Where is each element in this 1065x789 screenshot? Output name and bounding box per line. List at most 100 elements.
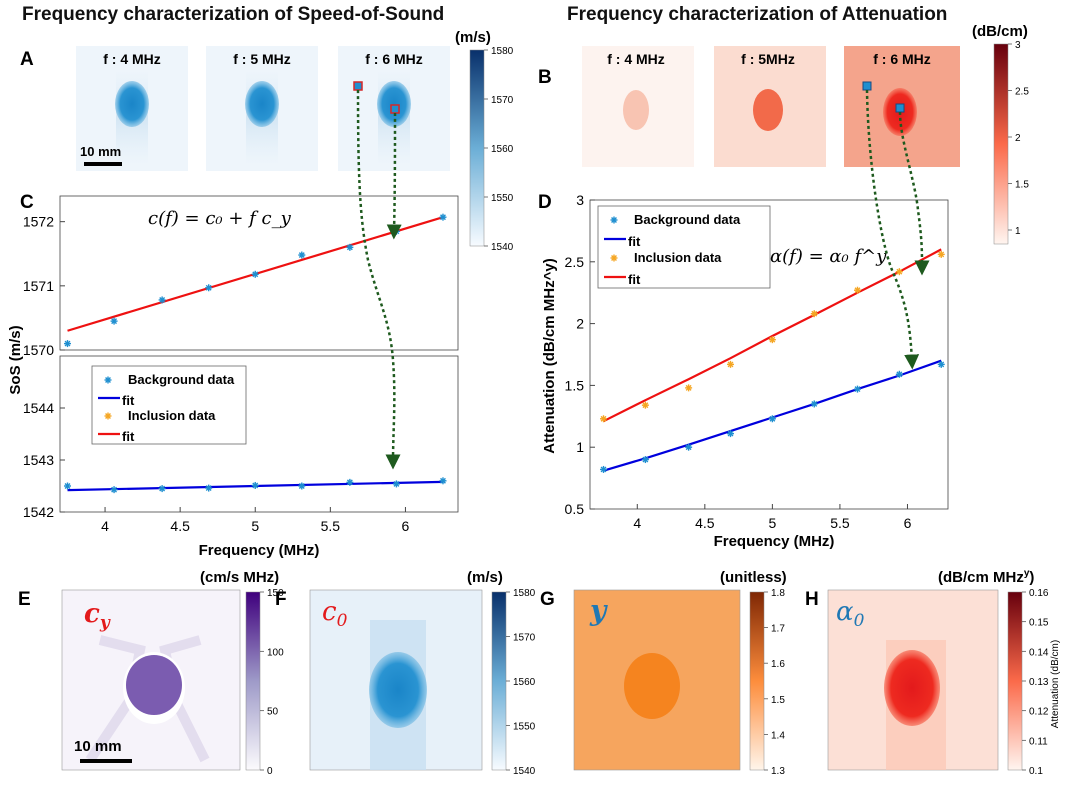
arrow-inclusion-sos xyxy=(386,112,402,240)
alpha0-colorbar-tick: 0.16 xyxy=(1029,588,1049,599)
c-top-ytick: 1572 xyxy=(23,214,54,230)
sos-colorbar-unit: (m/s) xyxy=(455,29,491,46)
panel-letter-c: C xyxy=(20,192,34,213)
d-xtick: 5 xyxy=(768,515,776,531)
roi-arrows xyxy=(356,89,930,470)
d-xtick: 4 xyxy=(633,515,641,531)
c0-colorbar-tick: 1540 xyxy=(513,766,536,777)
c0-colorbar xyxy=(491,591,507,771)
d-inclusion-point xyxy=(895,268,903,276)
legend-marker-inclusion xyxy=(610,254,618,262)
y-colorbar-tick: 1.7 xyxy=(771,624,785,635)
c0-colorbar-tick: 1580 xyxy=(513,588,536,599)
sos-tile-4mhz-label: f : 4 MHz xyxy=(103,51,161,67)
att-tile-6mhz-label: f : 6 MHz xyxy=(873,51,931,67)
c-bottom-point xyxy=(251,481,259,489)
legend-label: Inclusion data xyxy=(634,250,722,265)
panel-d-ylabel: Attenuation (dB/cm MHz^y) xyxy=(541,258,558,453)
alpha0-colorbar xyxy=(1007,591,1023,771)
c-top-ytick: 1571 xyxy=(23,278,54,294)
panel-c-equation: c(f) = c₀ + f c_y xyxy=(148,208,292,229)
d-ytick: 3 xyxy=(576,192,584,208)
arrow-background-sos xyxy=(356,89,401,470)
cy-colorbar-tick: 0 xyxy=(267,766,273,777)
panel-letter-f: F xyxy=(275,589,287,610)
d-background-point xyxy=(895,370,903,378)
alpha0-colorbar-tick: 0.15 xyxy=(1029,618,1049,629)
att-colorbar-tick: 1 xyxy=(1015,226,1021,237)
d-ytick: 2.5 xyxy=(565,254,585,270)
cy-colorbar-tick: 150 xyxy=(267,588,284,599)
legend-marker-inclusion xyxy=(104,412,112,420)
alpha0-colorbar-tick: 0.13 xyxy=(1029,677,1049,688)
arrow-background-att xyxy=(865,89,920,370)
alpha0-colorbar-tick: 0.14 xyxy=(1029,647,1049,658)
cy-colorbar-tick: 50 xyxy=(267,707,279,718)
c0-inclusion xyxy=(369,652,427,728)
d-inclusion-point xyxy=(853,286,861,294)
panel-letter-e: E xyxy=(18,589,31,610)
d-ytick: 2 xyxy=(576,316,584,332)
title-left: Frequency characterization of Speed-of-S… xyxy=(22,4,444,25)
d-xtick: 5.5 xyxy=(830,515,850,531)
c-bottom-point xyxy=(439,477,447,485)
sos-tile-6mhz-label: f : 6 MHz xyxy=(365,51,423,67)
d-xtick: 4.5 xyxy=(695,515,715,531)
cy-inclusion xyxy=(126,655,182,715)
legend-label: Background data xyxy=(634,212,741,227)
legend-label: fit xyxy=(122,393,135,408)
d-background-point xyxy=(685,443,693,451)
y-inclusion xyxy=(624,653,680,719)
cy-colorbar-unit: (cm/s MHz) xyxy=(200,569,279,586)
alpha0-colorbar-tick: 0.12 xyxy=(1029,707,1049,718)
sos-colorbar-tick: 1570 xyxy=(491,95,514,106)
scale-bar-a-label: 10 mm xyxy=(80,144,121,159)
inclusion-roi-marker-a xyxy=(390,104,400,114)
alpha0-colorbar-tick: 0.11 xyxy=(1029,736,1048,747)
y-colorbar-tick: 1.4 xyxy=(771,730,785,741)
att-tile-4mhz: f : 4 MHz xyxy=(582,46,694,167)
d-ytick: 0.5 xyxy=(565,501,585,517)
panel-c-xlabel: Frequency (MHz) xyxy=(199,542,320,559)
sos-colorbar-tick: 1540 xyxy=(491,242,514,253)
panel-c-ylabel: SoS (m/s) xyxy=(7,325,24,394)
d-inclusion-fit-line xyxy=(603,248,942,423)
c-top-point xyxy=(64,340,72,348)
panel-g-symbol: y xyxy=(589,594,608,627)
y-colorbar-tick: 1.3 xyxy=(771,766,785,777)
d-xtick: 6 xyxy=(904,515,912,531)
c-top-point xyxy=(346,243,354,251)
legend-label: Inclusion data xyxy=(128,408,216,423)
panel-d: 0.5 1 1.5 2 2.5 3 4 4.5 5 5.5 6 α(f) = α₀ f^y Atte… xyxy=(541,192,949,550)
c0-colorbar-unit: (m/s) xyxy=(467,569,503,586)
title-right: Frequency characterization of Attenuatio… xyxy=(567,4,947,25)
sos-colorbar: (m/s) 1580 1570 1560 1550 1540 xyxy=(455,29,514,253)
panel-g: y (unitless) 1.8 1.7 1.6 1.5 1.4 1.3 xyxy=(573,569,787,777)
c-xtick: 4 xyxy=(101,518,109,534)
sos-tile-6mhz: f : 6 MHz xyxy=(338,46,450,171)
c-top-point xyxy=(158,296,166,304)
d-background-point xyxy=(641,456,649,464)
y-colorbar-tick: 1.8 xyxy=(771,588,785,599)
c-bottom-point xyxy=(64,482,72,490)
panel-letter-d: D xyxy=(538,192,552,213)
d-inclusion-point xyxy=(685,384,693,392)
sos-colorbar-tick: 1580 xyxy=(491,46,514,57)
y-colorbar-tick: 1.5 xyxy=(771,695,785,706)
sos-tile-5mhz-label: f : 5 MHz xyxy=(233,51,291,67)
c-bottom-point xyxy=(110,486,118,494)
panel-c: 1570 1571 1572 1542 1543 1544 4 4.5 5 5.5 6 c(f) … xyxy=(7,195,459,559)
d-background-point xyxy=(853,385,861,393)
cy-colorbar-tick: 100 xyxy=(267,647,284,658)
alpha0-inclusion xyxy=(884,650,940,726)
d-inclusion-point xyxy=(726,360,734,368)
panel-letter-a: A xyxy=(20,49,34,70)
legend-label: Background data xyxy=(128,372,235,387)
panel-letter-h: H xyxy=(805,589,819,610)
d-ytick: 1 xyxy=(576,439,584,455)
y-colorbar-unit: (unitless) xyxy=(720,569,787,586)
